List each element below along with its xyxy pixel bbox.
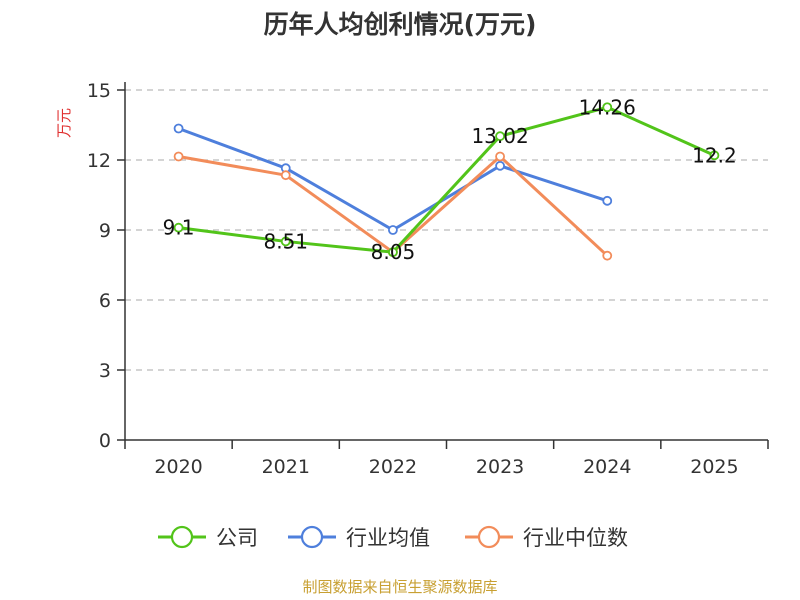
series-line-company [178, 105, 716, 254]
data-point-company [709, 150, 720, 161]
series-industry-avg [173, 123, 613, 235]
source-note: 制图数据来自恒生聚源数据库 [302, 578, 497, 596]
legend-label: 公司 [216, 526, 258, 550]
data-point-company [602, 102, 613, 113]
y-tick-label: 9 [99, 220, 111, 242]
data-label: 8.51 [263, 229, 308, 253]
legend-swatch-marker [477, 525, 501, 549]
data-point-industry-median [602, 250, 613, 261]
data-label: 9.1 [163, 216, 195, 240]
series-layer [173, 102, 720, 261]
data-point-industry-avg [495, 160, 505, 171]
x-tick-label: 2023 [476, 456, 524, 478]
x-tick-label: 2025 [690, 456, 738, 478]
data-labels: 9.1 8.51 8.05 13.02 14.26 12.2 [163, 95, 737, 264]
legend-item-company[interactable]: 公司 [158, 525, 258, 550]
legend-swatch-marker [170, 525, 194, 549]
data-point-industry-median [495, 151, 505, 162]
chart-title: 历年人均创利情况(万元) [264, 10, 537, 39]
data-point-company [495, 131, 505, 142]
data-label: 13.02 [471, 124, 528, 148]
y-tick-label: 0 [99, 430, 111, 452]
data-point-industry-avg [602, 195, 613, 206]
data-label: 14.26 [579, 95, 636, 119]
y-tick-label: 12 [87, 150, 111, 172]
legend: 公司 行业均值 行业中位数 [158, 525, 628, 550]
x-tick-labels: 2020 2021 2022 2023 2024 2025 [154, 456, 738, 478]
y-tick-label: 6 [99, 290, 111, 312]
x-tick-label: 2021 [262, 456, 310, 478]
data-point-industry-avg [173, 123, 184, 134]
legend-swatch-marker [300, 525, 324, 549]
data-point-industry-avg [388, 225, 398, 235]
data-point-industry-median [280, 170, 291, 181]
data-point-company [280, 236, 291, 247]
grid-lines [125, 89, 768, 371]
x-tick-label: 2024 [583, 456, 631, 478]
legend-label: 行业均值 [346, 526, 430, 550]
data-label: 12.2 [692, 143, 737, 167]
series-line-industry-avg [178, 127, 608, 232]
data-point-industry-median [173, 151, 184, 162]
axes [117, 82, 769, 449]
y-axis-label: 万元 [55, 108, 73, 138]
y-tick-label: 15 [87, 80, 111, 102]
legend-item-industry-median[interactable]: 行业中位数 [465, 525, 628, 550]
data-label: 8.05 [371, 240, 416, 264]
series-company [173, 102, 720, 258]
x-tick-label: 2020 [154, 456, 202, 478]
legend-label: 行业中位数 [523, 526, 628, 550]
y-tick-label: 3 [99, 360, 111, 382]
data-point-company [388, 247, 398, 258]
legend-item-industry-avg[interactable]: 行业均值 [288, 525, 430, 550]
x-tick-label: 2022 [369, 456, 417, 478]
data-point-company [173, 222, 184, 233]
y-tick-labels: 0 3 6 9 12 15 [87, 80, 111, 452]
